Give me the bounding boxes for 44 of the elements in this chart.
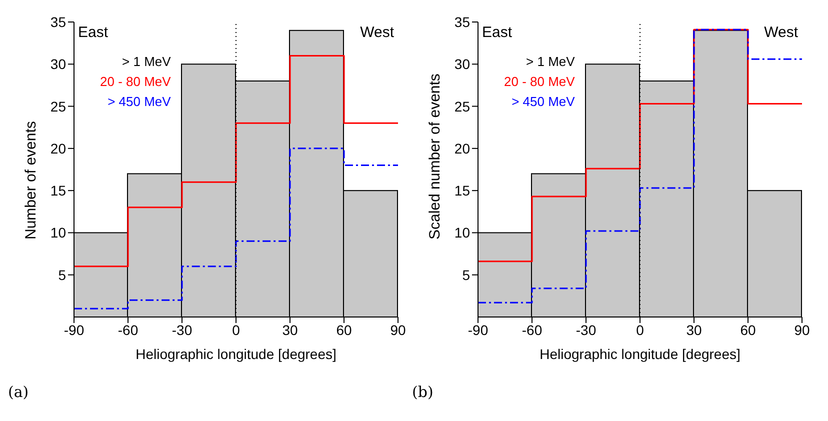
- y-tick-label: 10: [454, 224, 470, 241]
- x-tick-label: 30: [686, 322, 702, 338]
- y-tick-label: 15: [50, 182, 66, 199]
- series-label: > 1 MeV: [525, 53, 575, 71]
- x-tick-label: -90: [64, 322, 84, 338]
- x-axis-title: Heliographic longitude [degrees]: [540, 346, 740, 362]
- x-tick-label: 30: [282, 322, 298, 338]
- y-tick-label: 5: [462, 266, 470, 283]
- x-tick-label: 60: [336, 322, 352, 338]
- annotation: West: [360, 24, 394, 41]
- text: > 450 MeV: [106, 93, 171, 111]
- x-tick-label: 90: [794, 322, 810, 338]
- y-tick-label: 25: [454, 98, 470, 114]
- y-tick-label: 25: [50, 98, 66, 114]
- x-tick-label: 90: [390, 322, 406, 338]
- x-tick-label: 60: [740, 322, 756, 338]
- x-tick-label: -90: [468, 322, 488, 338]
- x-axis-title: Heliographic longitude [degrees]: [136, 346, 336, 362]
- text: 20 - 80 MeV: [504, 73, 575, 91]
- x-tick-label: -60: [118, 322, 138, 338]
- y-tick-label: 20: [454, 140, 470, 156]
- text: > 450 MeV: [510, 93, 575, 111]
- y-tick-label: 10: [50, 224, 66, 241]
- x-tick-label: -60: [522, 322, 542, 338]
- annotation: East: [482, 24, 512, 41]
- annotation: West: [764, 24, 798, 41]
- y-tick-label: 35: [50, 14, 66, 30]
- x-tick-label: 0: [232, 322, 240, 338]
- annotation: East: [78, 24, 108, 41]
- text: (a): [8, 383, 29, 401]
- y-axis-title: Scaled number of events: [426, 74, 444, 240]
- y-tick-label: 15: [454, 182, 470, 199]
- y-tick-label: 30: [454, 56, 470, 72]
- y-tick-label: 5: [58, 266, 66, 283]
- x-tick-label: -30: [576, 322, 596, 338]
- y-tick-label: 20: [50, 140, 66, 156]
- y-axis-title: Number of events: [22, 121, 40, 240]
- y-tick-label: 35: [454, 14, 470, 30]
- x-tick-label: -30: [172, 322, 192, 338]
- series-label: > 1 MeV: [121, 53, 171, 71]
- text: (b): [412, 383, 434, 401]
- x-tick-label: 0: [636, 322, 644, 338]
- text: 20 - 80 MeV: [100, 73, 171, 91]
- y-tick-label: 30: [50, 56, 66, 72]
